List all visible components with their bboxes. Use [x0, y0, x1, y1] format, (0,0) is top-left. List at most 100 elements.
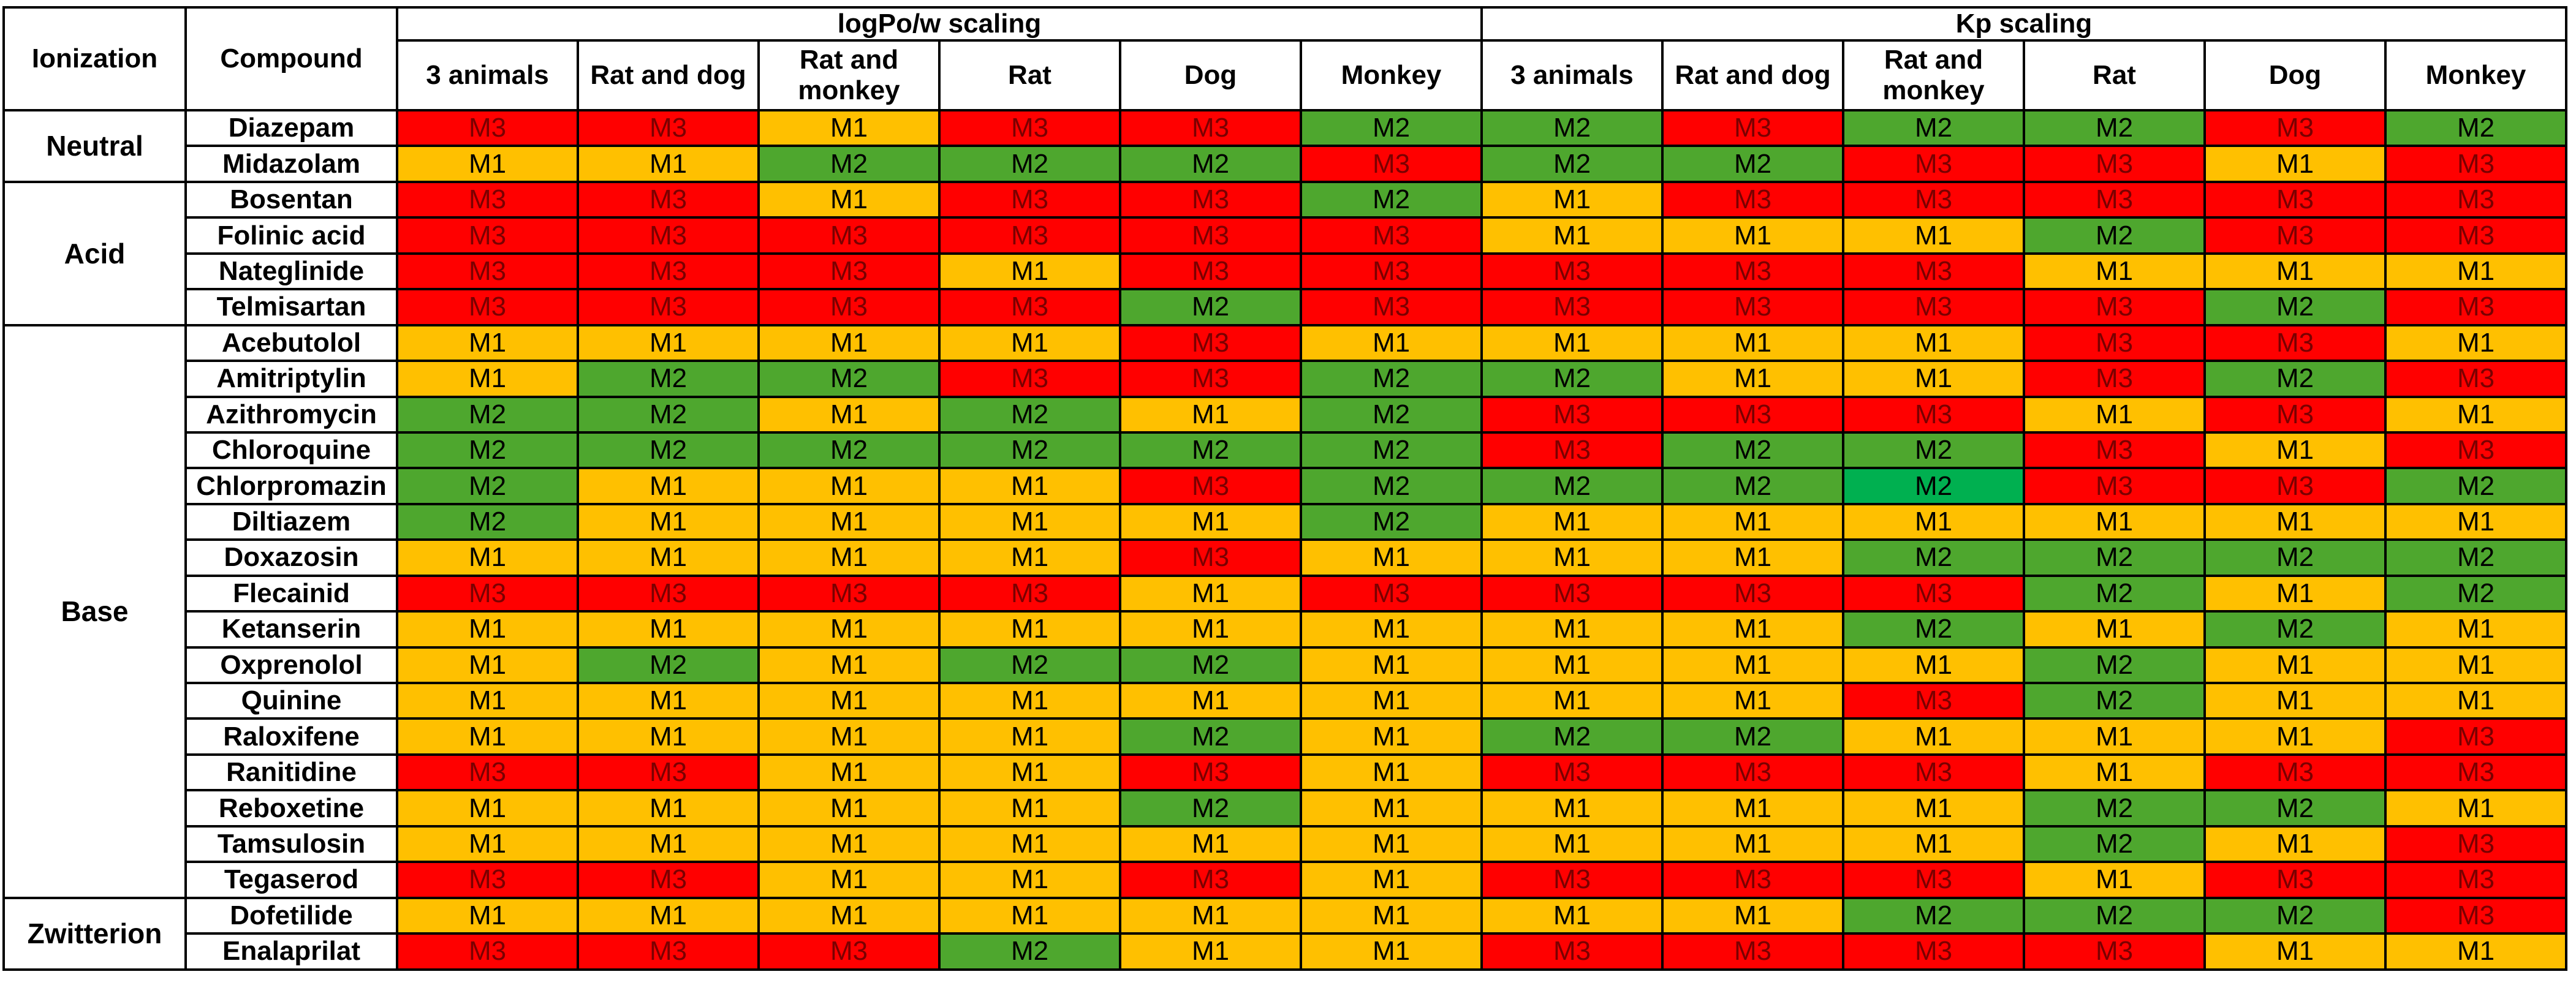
result-cell: M1 [396, 717, 579, 756]
result-cell: M3 [938, 216, 1121, 255]
result-cell: M1 [2023, 861, 2206, 899]
result-cell: M3 [1661, 395, 1844, 434]
result-cell: M1 [1119, 395, 1302, 434]
result-cell: M2 [577, 431, 760, 470]
result-cell: M3 [938, 574, 1121, 613]
result-cell: M3 [2384, 180, 2567, 219]
table-row: Acid Bosentan M3 M3 M1 M3 M3 M2 M1 M3 M3 M3 M3 M3 [2, 180, 2567, 326]
result-cell: M1 [577, 467, 760, 505]
result-cell: M2 [757, 145, 941, 183]
result-cell: M2 [2023, 538, 2206, 577]
result-cell: M3 [2023, 288, 2206, 326]
result-cell: M2 [577, 395, 760, 434]
column-header: Rat and dog [577, 39, 760, 111]
result-cell: M1 [2384, 681, 2567, 720]
result-cell: M3 [396, 861, 579, 899]
compound-cell: Ketanserin [184, 610, 398, 649]
result-cell: M1 [577, 610, 760, 649]
column-header: Monkey [2384, 39, 2567, 111]
result-cell: M3 [2384, 824, 2567, 864]
result-cell: M2 [1119, 789, 1302, 828]
result-cell: M3 [1842, 753, 2025, 792]
result-cell: M1 [938, 753, 1121, 792]
compound-cell: Oxprenolol [184, 646, 398, 685]
result-cell: M3 [1480, 395, 1664, 434]
result-cell: M1 [1480, 824, 1664, 864]
result-cell: M1 [1842, 502, 2025, 541]
result-cell: M1 [577, 896, 760, 935]
result-cell: M3 [1480, 288, 1664, 326]
result-cell: M1 [757, 108, 941, 148]
result-cell: M2 [1300, 360, 1483, 398]
result-cell: M3 [396, 753, 579, 792]
result-cell: M1 [396, 646, 579, 685]
table-row: Raloxifene M1 M1 M1 M1 M2 M1 M2 M2 M1 M1 M1 M3 [4, 717, 2567, 756]
result-cell: M1 [2203, 252, 2387, 291]
result-cell: M1 [938, 538, 1121, 577]
result-cell: M2 [396, 502, 579, 541]
result-cell: M3 [1842, 395, 2025, 434]
result-cell: M2 [1119, 646, 1302, 685]
result-cell: M3 [577, 216, 760, 255]
result-cell: M1 [1300, 896, 1483, 935]
result-cell: M2 [2203, 610, 2387, 649]
compound-cell: Diltiazem [184, 502, 398, 541]
column-header: Rat and monkey [757, 39, 941, 111]
result-cell: M1 [938, 502, 1121, 541]
result-cell: M1 [1480, 502, 1664, 541]
result-cell: M1 [1661, 824, 1844, 864]
result-cell: M1 [1300, 789, 1483, 828]
result-cell: M3 [1661, 252, 1844, 291]
result-cell: M3 [1842, 681, 2025, 720]
result-cell: M1 [2203, 717, 2387, 756]
result-cell: M3 [757, 288, 941, 326]
result-cell: M3 [396, 216, 579, 255]
result-cell: M1 [938, 824, 1121, 864]
result-cell: M3 [2203, 861, 2387, 899]
result-cell: M3 [2023, 431, 2206, 470]
result-cell: M3 [1661, 753, 1844, 792]
result-cell: M3 [396, 574, 579, 613]
result-cell: M3 [1842, 288, 2025, 326]
result-cell: M1 [1842, 646, 2025, 685]
column-header-row: 3 animals Rat and dog Rat and monkey Rat Dog… [4, 39, 2567, 111]
result-cell: M2 [1119, 288, 1302, 326]
result-cell: M2 [1480, 145, 1664, 183]
result-cell: M1 [938, 861, 1121, 899]
result-cell: M1 [1661, 789, 1844, 828]
result-cell: M2 [2023, 681, 2206, 720]
result-cell: M2 [938, 932, 1121, 971]
result-cell: M1 [1480, 216, 1664, 255]
compound-cell: Telmisartan [184, 288, 398, 326]
result-cell: M3 [1119, 538, 1302, 577]
result-cell: M1 [1300, 932, 1483, 971]
compound-cell: Chlorpromazin [184, 467, 398, 505]
result-cell: M3 [757, 932, 941, 971]
result-cell: M1 [1661, 360, 1844, 398]
compound-cell: Raloxifene [184, 717, 398, 756]
table-row: Ranitidine M3 M3 M1 M1 M3 M1 M3 M3 M3 M1 M3 M3 [4, 753, 2567, 792]
result-cell: M1 [1300, 717, 1483, 756]
result-cell: M3 [2023, 145, 2206, 183]
result-cell: M3 [1480, 861, 1664, 899]
result-cell: M2 [1480, 360, 1664, 398]
result-cell: M1 [757, 323, 941, 363]
result-cell: M3 [577, 288, 760, 326]
result-cell: M2 [757, 431, 941, 470]
result-cell: M1 [1661, 216, 1844, 255]
result-cell: M1 [577, 789, 760, 828]
column-header: Rat and monkey [1842, 39, 2025, 111]
result-cell: M1 [1480, 789, 1664, 828]
compound-cell: Nateglinide [184, 252, 398, 291]
ionization-cell: Neutral [2, 109, 187, 183]
result-cell: M1 [396, 360, 579, 398]
header-compound: Compound [184, 6, 398, 111]
result-cell: M1 [2384, 252, 2567, 291]
result-cell: M1 [1480, 323, 1664, 363]
result-cell: M3 [1842, 932, 2025, 971]
result-cell: M1 [396, 323, 579, 363]
compound-cell: Folinic acid [184, 216, 398, 255]
table-row: Base Acebutolol M1 M1 M1 M1 M3 M1 M1 M1 M1 M3 M3 M1 [2, 323, 2567, 899]
result-cell: M3 [1661, 288, 1844, 326]
result-cell: M1 [938, 789, 1121, 828]
